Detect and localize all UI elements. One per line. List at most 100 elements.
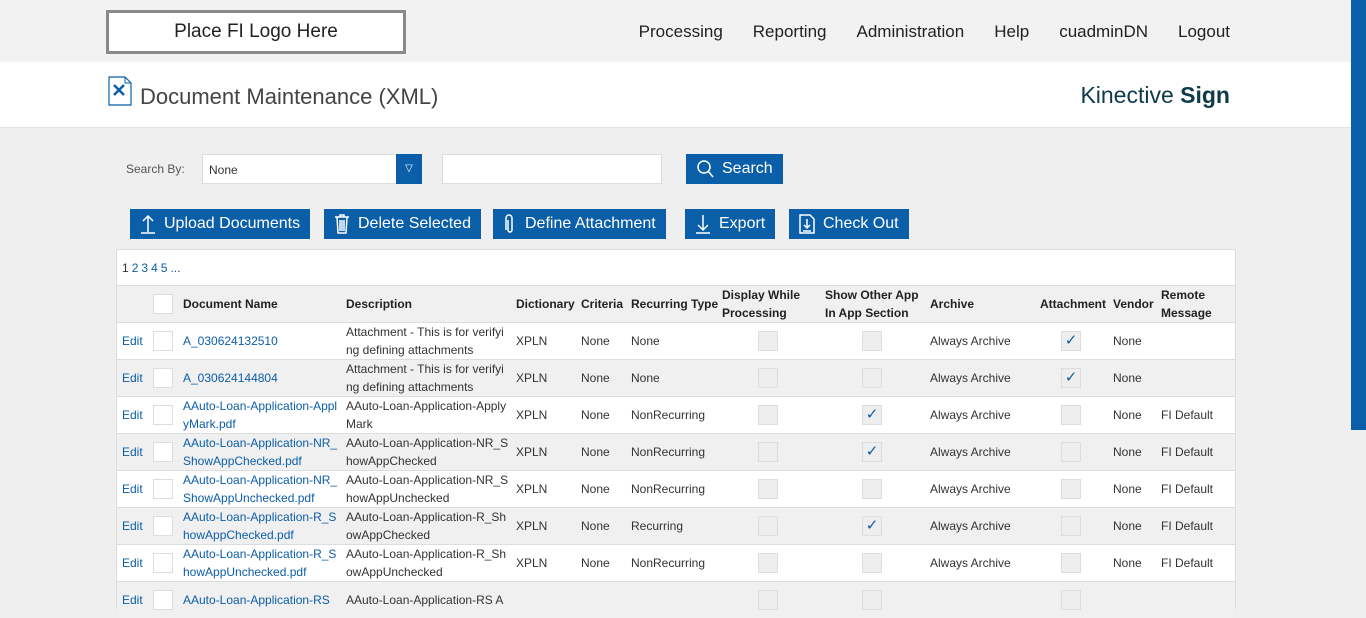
description: AAuto-Loan-Application-R_ShowAppUnchecke… [346,547,507,579]
row-select-checkbox[interactable] [153,553,173,573]
edit-link[interactable]: Edit [122,556,143,570]
col-show-other-app[interactable]: Show Other App In App Section [825,288,919,320]
table-row: Edit A_030624132510 Attachment - This is… [117,322,1235,359]
vendor: None [1113,408,1142,422]
nav-user[interactable]: cuadminDN [1059,22,1148,41]
row-select-checkbox[interactable] [153,442,173,462]
criteria: None [581,371,610,385]
scrollbar[interactable] [1351,0,1366,430]
vendor: None [1113,519,1142,533]
col-vendor[interactable]: Vendor [1113,297,1154,311]
table-row: Edit AAuto-Loan-Application-ApplyMark.pd… [117,396,1235,433]
col-description[interactable]: Description [346,297,413,311]
col-archive[interactable]: Archive [930,297,975,311]
page-3[interactable]: 3 [141,261,149,275]
document-name-link[interactable]: AAuto-Loan-Application-NR_ShowAppUncheck… [183,473,338,505]
table-row: Edit A_030624144804 Attachment - This is… [117,359,1235,396]
description: AAuto-Loan-Application-R_ShowAppChecked [346,510,507,542]
nav-processing[interactable]: Processing [638,22,723,41]
document-name-link[interactable]: AAuto-Loan-Application-R_ShowAppChecked.… [183,510,337,542]
show-other-app-checkbox [862,479,882,499]
page-5[interactable]: 5 [160,261,168,275]
row-select-checkbox[interactable] [153,368,173,388]
paperclip-icon [505,214,513,233]
top-bar: Place FI Logo Here Processing Reporting … [0,0,1351,62]
search-by-select[interactable]: None ▽ [202,154,422,184]
select-all-checkbox[interactable] [153,294,173,314]
col-criteria[interactable]: Criteria [581,297,624,311]
attachment-checkbox [1061,590,1081,610]
display-while-processing-checkbox [758,479,778,499]
nav-reporting[interactable]: Reporting [752,22,827,41]
document-download-icon [799,214,815,234]
row-select-checkbox[interactable] [153,405,173,425]
download-icon [696,215,710,234]
document-name-link[interactable]: AAuto-Loan-Application-R_ShowAppUnchecke… [183,547,337,579]
document-name-link[interactable]: AAuto-Loan-Application-RS [183,593,330,607]
dictionary: XPLN [516,408,548,422]
page-4[interactable]: 4 [151,261,158,275]
col-dictionary[interactable]: Dictionary [516,297,575,311]
show-other-app-checkbox [862,368,882,388]
archive: Always Archive [930,334,1011,348]
vendor: None [1113,482,1142,496]
dictionary: XPLN [516,445,548,459]
display-while-processing-checkbox [758,590,778,610]
edit-link[interactable]: Edit [122,593,143,607]
col-document-name[interactable]: Document Name [183,297,278,311]
nav-administration[interactable]: Administration [856,22,965,41]
attachment-checkbox: ✓ [1061,331,1081,351]
page-1[interactable]: 1 [122,261,129,275]
page-more[interactable]: ... [170,261,181,275]
page-2[interactable]: 2 [131,261,139,275]
document-name-link[interactable]: AAuto-Loan-Application-NR_ShowAppChecked… [183,436,338,468]
brand-logo: Kinective Sign [1080,82,1230,108]
dictionary: XPLN [516,519,548,533]
display-while-processing-checkbox [758,516,778,536]
row-select-checkbox[interactable] [153,590,173,610]
row-select-checkbox[interactable] [153,516,173,536]
main-nav: Processing Reporting Administration Help… [639,22,1230,42]
table-row: Edit AAuto-Loan-Application-R_ShowAppChe… [117,507,1235,544]
upload-documents-button[interactable]: Upload Documents [130,209,311,239]
col-recurring-type[interactable]: Recurring Type [631,297,719,311]
row-select-checkbox[interactable] [153,479,173,499]
document-name-link[interactable]: A_030624132510 [183,334,278,348]
document-name-link[interactable]: AAuto-Loan-Application-ApplyMark.pdf [183,399,338,431]
description: Attachment - This is for verifying defin… [346,325,504,357]
export-button[interactable]: Export [685,209,776,239]
show-other-app-checkbox: ✓ [862,442,882,462]
edit-link[interactable]: Edit [122,371,143,385]
search-button[interactable]: Search [686,154,783,184]
chevron-down-icon[interactable]: ▽ [396,154,422,184]
edit-link[interactable]: Edit [122,519,143,533]
row-select-checkbox[interactable] [153,331,173,351]
edit-link[interactable]: Edit [122,445,143,459]
trash-icon [335,214,349,234]
edit-link[interactable]: Edit [122,334,143,348]
check-out-button[interactable]: Check Out [789,209,909,239]
dictionary: XPLN [516,371,548,385]
upload-icon [141,214,155,234]
remote-message: FI Default [1161,519,1214,533]
search-input[interactable] [442,154,662,184]
edit-link[interactable]: Edit [122,482,143,496]
define-attachment-button[interactable]: Define Attachment [493,209,666,239]
nav-logout[interactable]: Logout [1178,22,1230,41]
table-row: Edit AAuto-Loan-Application-NR_ShowAppUn… [117,470,1235,507]
document-name-link[interactable]: A_030624144804 [183,371,278,385]
edit-link[interactable]: Edit [122,408,143,422]
fi-logo-placeholder: Place FI Logo Here [106,10,406,54]
col-attachment[interactable]: Attachment [1040,297,1107,311]
delete-selected-button[interactable]: Delete Selected [324,209,481,239]
show-other-app-checkbox [862,553,882,573]
criteria: None [581,334,610,348]
table-header: Document Name Description Dictionary Cri… [117,285,1235,322]
col-display-while-processing[interactable]: Display While Processing [722,288,801,320]
attachment-checkbox [1061,405,1081,425]
documents-table: 1 2 3 4 5... Document Name Description Dicti… [116,249,1236,618]
nav-help[interactable]: Help [994,22,1030,41]
col-remote-message[interactable]: Remote Message [1161,288,1212,320]
description: Attachment - This is for verifying defin… [346,362,504,394]
attachment-checkbox [1061,516,1081,536]
